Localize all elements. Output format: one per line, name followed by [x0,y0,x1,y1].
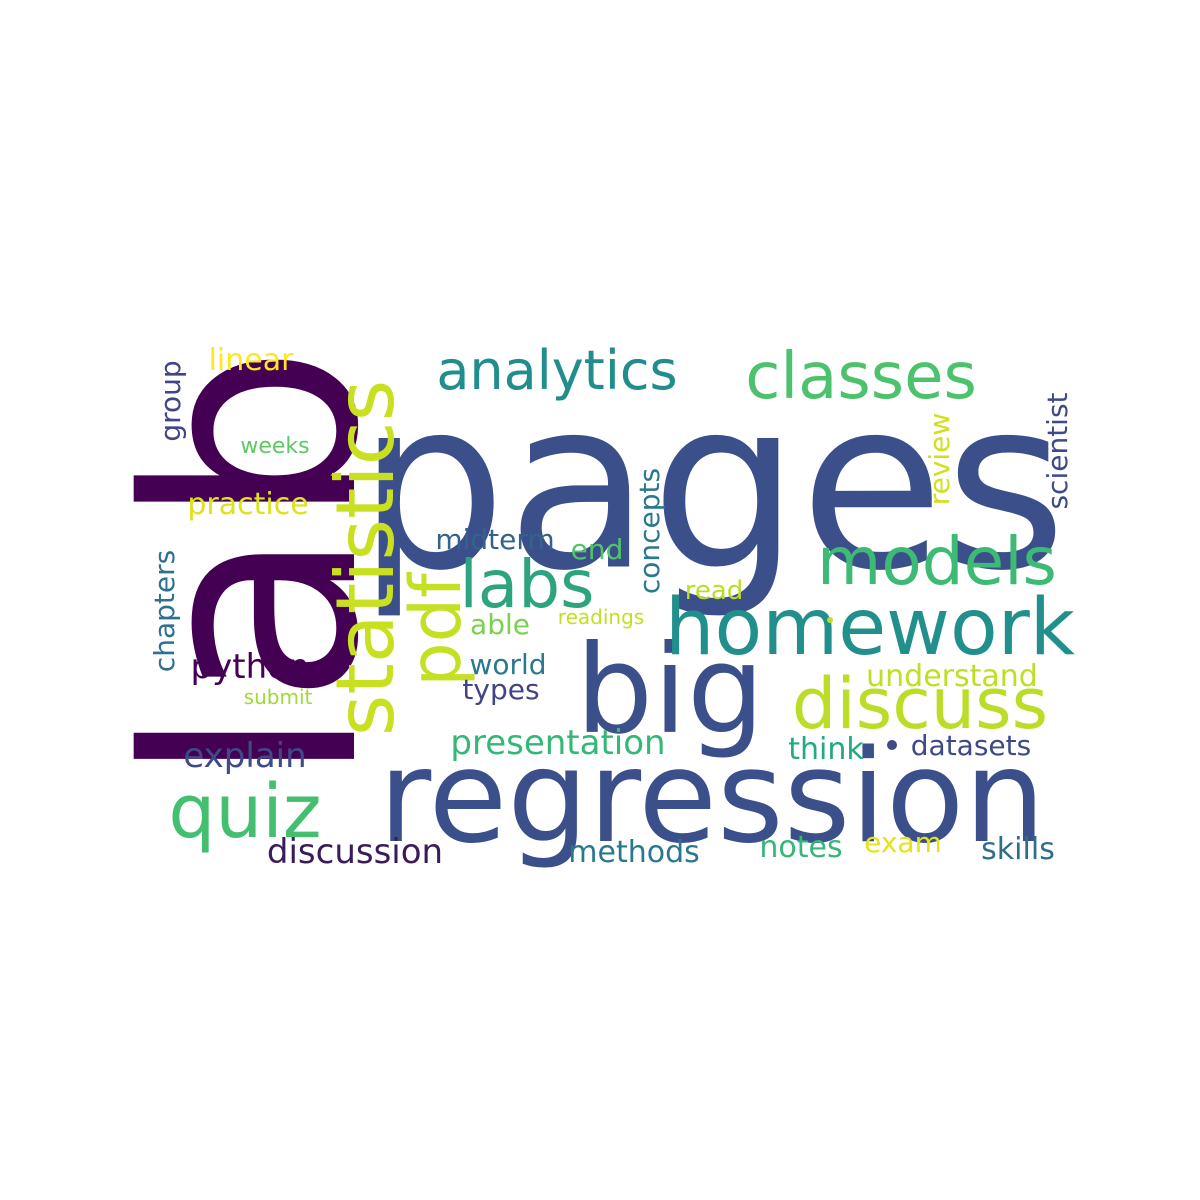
word-able: able [470,608,530,641]
word-read: read [684,576,744,606]
word-skills: skills [981,832,1055,867]
word-weeks: weeks [240,434,310,459]
word-discuss: discuss [791,663,1049,745]
word-datasets: datasets [910,729,1032,762]
word-explain: explain [183,736,307,776]
word-pages: pages [357,349,1067,623]
word-methods: methods [568,835,700,870]
word-practice: practice [187,487,309,522]
dot-mark [827,617,833,623]
word-types: types [462,673,540,706]
word-end: end [570,533,624,566]
word-readings: readings [557,605,645,629]
word-models: models [817,523,1057,600]
word-midterm: midterm [435,523,555,556]
word-notes: notes [759,830,843,865]
word-statistics: statistics [319,379,412,737]
word-classes: classes [745,340,977,414]
word-review: review [923,412,956,506]
word-regression: regression [378,723,1046,872]
word-group: group [154,360,187,442]
word-quiz: quiz [168,769,322,855]
word-exam: exam [864,826,942,859]
word-discussion: discussion [266,832,444,872]
word-understand: understand [866,659,1038,694]
dot-mark [887,740,897,750]
word-submit: submit [243,685,313,709]
word-world: world [469,648,547,681]
word-analytics: analytics [436,339,678,402]
word-chapters: chapters [148,549,181,673]
word-labs: labs [459,546,595,623]
word-pdf: pdf [395,573,477,687]
word-big: big [575,619,765,761]
word-concepts: concepts [633,467,666,595]
word-python: python [190,647,310,687]
word-homework: homework [665,583,1075,673]
word-presentation: presentation [450,723,666,763]
word-think: think [788,732,864,767]
word-scientist: scientist [1041,392,1074,510]
word-linear: linear [208,343,294,378]
